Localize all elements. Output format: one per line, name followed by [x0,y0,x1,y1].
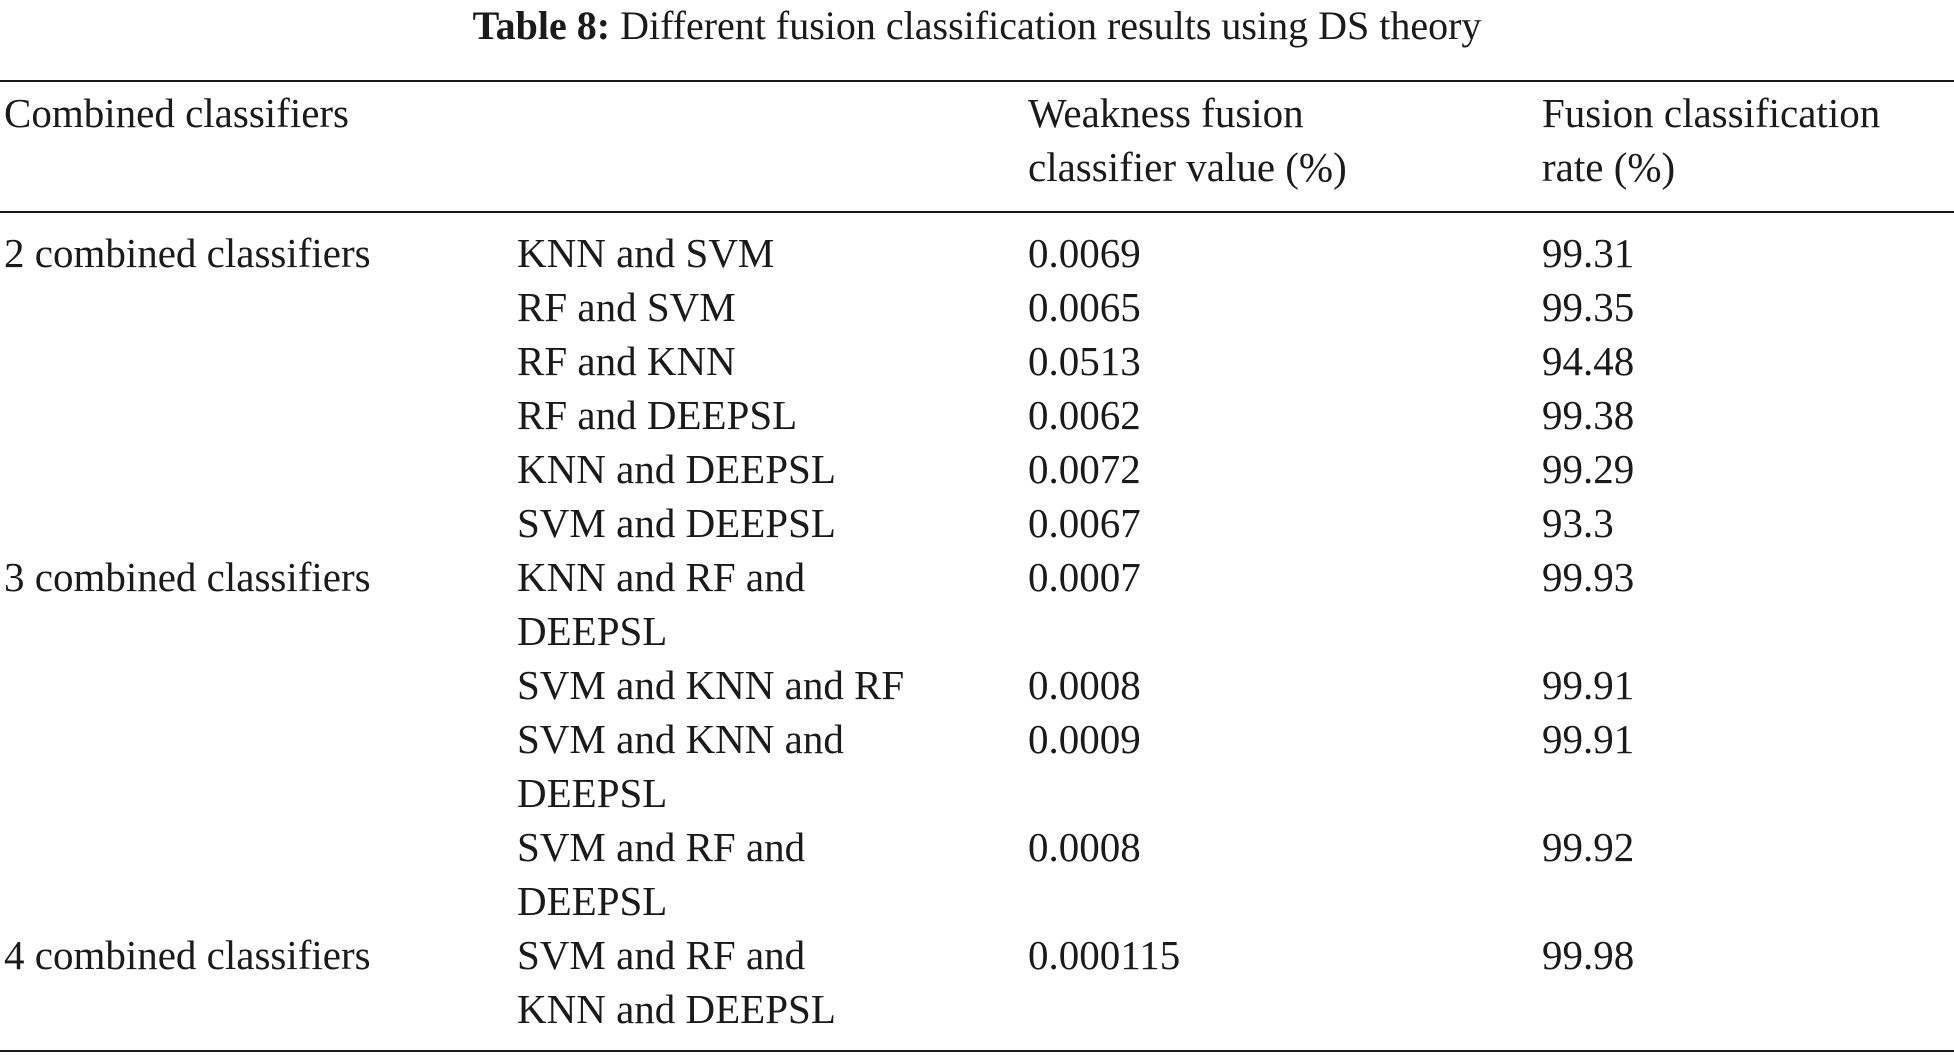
row-fusion-rate: 99.35 [1542,284,1635,330]
row-fusion-rate: 99.92 [1542,824,1635,870]
row-fusion-rate: 99.93 [1542,554,1635,600]
row-fusion-rate: 99.38 [1542,392,1635,438]
header-combined-classifiers: Combined classifiers [4,90,350,136]
row-fusion-rate: 99.98 [1542,932,1635,978]
row-classifiers: KNN and DEEPSL [517,986,836,1032]
group-label: 3 combined classifiers [4,554,371,600]
row-classifiers: KNN and RF and [517,554,806,600]
row-weakness-value: 0.0008 [1028,662,1141,708]
row-weakness-value: 0.0072 [1028,446,1141,492]
row-classifiers: SVM and DEEPSL [517,500,836,546]
header-weakness-line2: classifier value (%) [1028,144,1347,190]
row-classifiers: SVM and RF and [517,932,806,978]
table-header-rule [0,211,1954,213]
row-fusion-rate: 99.29 [1542,446,1635,492]
row-fusion-rate: 93.3 [1542,500,1614,546]
row-weakness-value: 0.0009 [1028,716,1141,762]
group-label: 4 combined classifiers [4,932,371,978]
row-weakness-value: 0.0065 [1028,284,1141,330]
table-bottom-rule [0,1050,1954,1052]
table-caption: Table 8: Different fusion classification… [0,0,1954,52]
row-weakness-value: 0.0062 [1028,392,1141,438]
row-weakness-value: 0.0513 [1028,338,1141,384]
row-classifiers: RF and KNN [517,338,736,384]
row-weakness-value: 0.0067 [1028,500,1141,546]
row-classifiers: KNN and DEEPSL [517,446,836,492]
row-fusion-rate: 99.31 [1542,230,1635,276]
row-classifiers: RF and DEEPSL [517,392,798,438]
row-fusion-rate: 99.91 [1542,716,1635,762]
row-fusion-rate: 94.48 [1542,338,1635,384]
row-classifiers: SVM and KNN and RF [517,662,905,708]
table-caption-text: Different fusion classification results … [620,3,1482,48]
row-fusion-rate: 99.91 [1542,662,1635,708]
table-top-rule [0,80,1954,82]
row-weakness-value: 0.000115 [1028,932,1181,978]
header-rate-line2: rate (%) [1542,144,1676,190]
row-weakness-value: 0.0008 [1028,824,1141,870]
row-classifiers: SVM and KNN and [517,716,844,762]
group-label: 2 combined classifiers [4,230,371,276]
row-classifiers: KNN and SVM [517,230,775,276]
row-classifiers: DEEPSL [517,878,668,924]
header-weakness-line1: Weakness fusion [1028,90,1304,136]
row-weakness-value: 0.0069 [1028,230,1141,276]
header-rate-line1: Fusion classification [1542,90,1881,136]
row-weakness-value: 0.0007 [1028,554,1141,600]
row-classifiers: DEEPSL [517,770,668,816]
row-classifiers: DEEPSL [517,608,668,654]
row-classifiers: SVM and RF and [517,824,806,870]
row-classifiers: RF and SVM [517,284,736,330]
table-caption-label: Table 8: [472,3,611,48]
